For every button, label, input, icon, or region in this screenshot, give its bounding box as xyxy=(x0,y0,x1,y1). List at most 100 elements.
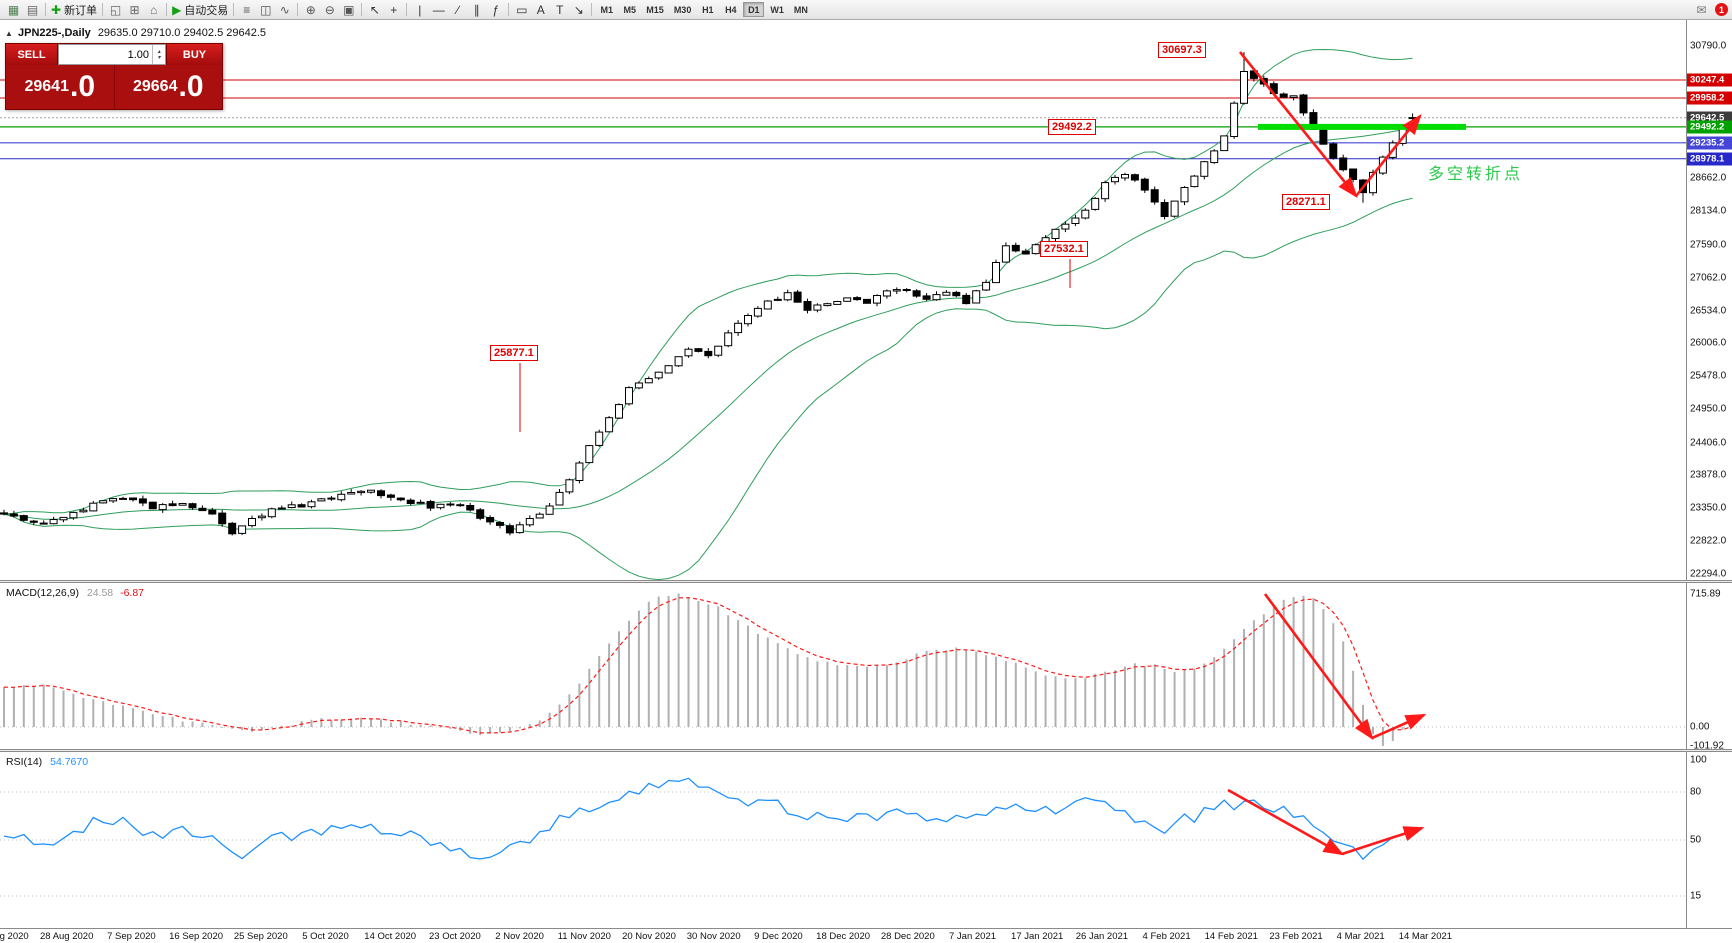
one-click-trading-panel: SELL 1.00 ▴ ▾ BUY 29641.0 29664.0 xyxy=(5,43,223,110)
date-label: 4 Feb 2021 xyxy=(1142,931,1191,942)
line-chart-icon[interactable]: ∿ xyxy=(275,1,294,18)
rsi-canvas[interactable] xyxy=(0,752,1686,928)
price-axis-badge: 28978.1 xyxy=(1687,152,1732,166)
trend-arrow[interactable] xyxy=(1354,113,1422,197)
trend-arrow[interactable] xyxy=(1263,593,1374,741)
spinner-up-icon[interactable]: ▴ xyxy=(157,48,161,55)
timeframe-group: M1 M5 M15 M30 H1 H4 D1 W1 MN xyxy=(595,2,813,17)
horizontal-level-lines[interactable] xyxy=(0,79,1686,160)
price-annotation[interactable]: 27532.1 xyxy=(1040,241,1088,257)
toolbar-right: ✉ 1 xyxy=(1692,1,1728,18)
price-annotation[interactable]: 29492.2 xyxy=(1048,119,1096,135)
spinner-down-icon[interactable]: ▾ xyxy=(157,54,161,61)
buy-price[interactable]: 29664.0 xyxy=(115,65,223,109)
new-order-button[interactable]: ✚ 新订单 xyxy=(49,1,99,18)
price-axis-label: 24406.0 xyxy=(1690,437,1727,448)
toolbar-separator xyxy=(361,3,363,16)
arrow-tool-icon-glyph: ↘ xyxy=(573,2,584,17)
text-icon[interactable]: A xyxy=(531,1,550,18)
zoom-out-icon[interactable]: ⊖ xyxy=(320,1,339,18)
macd-axis[interactable]: 715.89 0.00 -101.92 xyxy=(1686,583,1732,752)
notification-badge[interactable]: 1 xyxy=(1715,3,1728,16)
vertical-line-icon[interactable]: | xyxy=(410,1,429,18)
date-label: 11 Nov 2020 xyxy=(557,931,611,942)
price-annotation[interactable]: 30697.3 xyxy=(1158,42,1206,58)
date-label: 7 Jan 2021 xyxy=(948,931,997,942)
trend-arrow[interactable] xyxy=(1371,713,1427,740)
bollinger-lower xyxy=(3,197,1413,580)
toolbar-separator xyxy=(297,3,299,16)
timeframe-mn[interactable]: MN xyxy=(793,4,808,15)
autotrading-button[interactable]: ▶ 自动交易 xyxy=(170,1,230,18)
panel-splitter[interactable] xyxy=(0,580,1732,583)
timeframe-m30[interactable]: M30 xyxy=(673,4,692,15)
shapes-icon[interactable]: ▭ xyxy=(512,1,531,18)
one-click-toggle-icon[interactable]: ▲ xyxy=(5,29,13,38)
mail-icon[interactable]: ✉ xyxy=(1696,2,1707,17)
toolbar-separator xyxy=(508,3,510,16)
macd-canvas[interactable] xyxy=(0,583,1686,749)
date-label: 5 Oct 2020 xyxy=(302,931,349,942)
label-icon[interactable]: T xyxy=(550,1,569,18)
horizontal-line-icon[interactable]: — xyxy=(429,1,448,18)
volume-value[interactable]: 1.00 xyxy=(127,48,149,61)
fibonacci-icon-glyph: ƒ xyxy=(492,2,500,17)
trend-arrow[interactable] xyxy=(1341,826,1425,856)
time-axis[interactable]: 19 Aug 2020 28 Aug 2020 7 Sep 2020 16 Sep 2… xyxy=(0,928,1732,943)
timeframe-h4[interactable]: H4 xyxy=(725,4,737,15)
sell-price[interactable]: 29641.0 xyxy=(6,65,114,109)
macd-name: MACD(12,26,9) xyxy=(6,587,79,599)
candlestick-chart-icon[interactable]: ◫ xyxy=(256,1,275,18)
rsi-axis[interactable]: 100 80 50 15 xyxy=(1686,752,1732,928)
sell-button[interactable]: SELL xyxy=(6,44,58,65)
timeframe-h1[interactable]: H1 xyxy=(702,4,714,15)
rsi-line xyxy=(3,777,1413,861)
macd-axis-label: -101.92 xyxy=(1690,740,1724,752)
timeframe-w1[interactable]: W1 xyxy=(770,4,784,15)
price-axis-label: 23350.0 xyxy=(1690,502,1727,514)
panel-splitter[interactable] xyxy=(0,749,1732,752)
bar-chart-icon[interactable]: ≡ xyxy=(237,1,256,18)
charts-grid-icon[interactable]: ◱ xyxy=(106,1,125,18)
volume-input[interactable]: 1.00 ▴ ▾ xyxy=(58,44,166,65)
horizontal-line-icon-glyph: — xyxy=(432,2,445,17)
autotrading-glyph: ▶ xyxy=(172,2,182,17)
toolbar-icons: ▦ ▤ ✚ 新订单 ◱ ⊞ ⌂ ▶ 自动交易 ≡ ◫ ∿ ⊕ ⊖ ▣ ↖ + | — ∕ ∥ ƒ ▭ A T ↘ xyxy=(4,1,595,18)
navigator-icon[interactable]: ⌂ xyxy=(144,1,163,18)
channel-icon[interactable]: ∥ xyxy=(467,1,486,18)
chart-text-note[interactable]: 多空转折点 xyxy=(1428,166,1524,183)
new-chart-icon[interactable]: ▦ xyxy=(4,1,23,18)
timeframe-m5[interactable]: M5 xyxy=(623,4,637,15)
zoom-in-icon[interactable]: ⊕ xyxy=(301,1,320,18)
support-zone-highlight[interactable] xyxy=(1258,123,1466,130)
line-chart-icon-glyph: ∿ xyxy=(279,2,290,17)
volume-spinner[interactable]: ▴ ▾ xyxy=(152,45,165,64)
rsi-axis-label: 80 xyxy=(1690,786,1702,798)
trend-arrow[interactable] xyxy=(1238,51,1358,199)
buy-button[interactable]: BUY xyxy=(166,44,222,65)
price-axis[interactable]: 30790.0 28662.0 28134.0 27590.0 27062.0 26534… xyxy=(1686,20,1732,580)
price-axis-label: 27590.0 xyxy=(1690,239,1727,251)
cursor-icon[interactable]: ↖ xyxy=(365,1,384,18)
trend-arrow[interactable] xyxy=(1227,788,1345,856)
tile-windows-icon[interactable]: ▣ xyxy=(339,1,358,18)
price-annotation[interactable]: 28271.1 xyxy=(1282,194,1330,210)
fibonacci-icon[interactable]: ƒ xyxy=(486,1,505,18)
sell-price-main: 29641 xyxy=(24,78,69,95)
new-order-button-label: 新订单 xyxy=(64,4,98,17)
timeframe-d1[interactable]: D1 xyxy=(743,2,765,17)
price-annotation[interactable]: 25877.1 xyxy=(490,345,538,361)
profiles-icon[interactable]: ▤ xyxy=(23,1,42,18)
main-chart-canvas[interactable] xyxy=(0,20,1686,580)
timeframe-m1[interactable]: M1 xyxy=(600,4,614,15)
new-chart-icon-glyph: ▦ xyxy=(7,2,20,17)
timeframe-m15[interactable]: M15 xyxy=(646,4,664,15)
macd-axis-label: 0.00 xyxy=(1690,721,1710,733)
bollinger-upper xyxy=(3,48,1413,515)
arrow-tool-icon[interactable]: ↘ xyxy=(569,1,588,18)
price-axis-label: 26534.0 xyxy=(1690,305,1727,316)
toolbar-separator xyxy=(233,3,235,16)
crosshair-icon[interactable]: + xyxy=(384,1,403,18)
trendline-icon[interactable]: ∕ xyxy=(448,1,467,18)
data-window-icon[interactable]: ⊞ xyxy=(125,1,144,18)
